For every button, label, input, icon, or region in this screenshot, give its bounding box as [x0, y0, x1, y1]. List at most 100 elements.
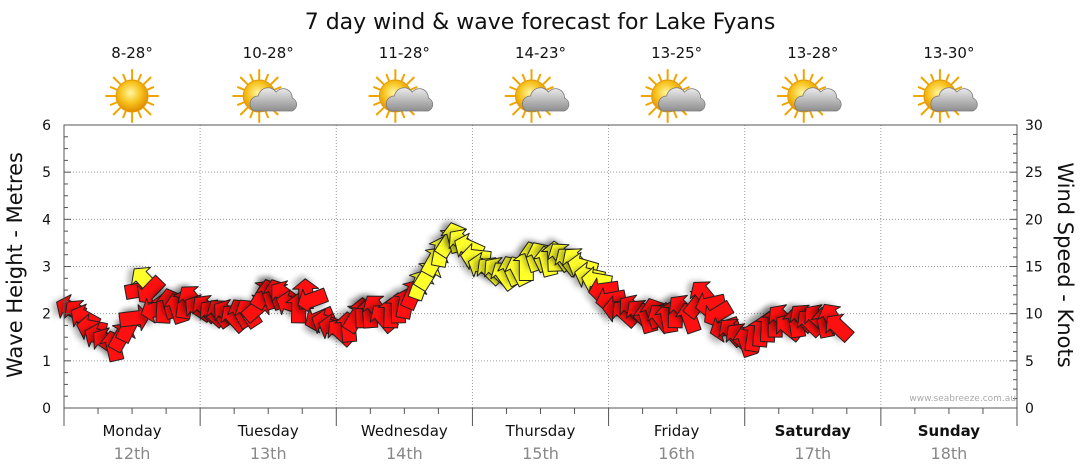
sun-ray — [249, 73, 254, 82]
sun-ray — [122, 110, 127, 119]
sun-ray — [546, 86, 554, 91]
sun-disc — [115, 79, 149, 113]
cloud — [794, 87, 842, 112]
sun-ray — [400, 110, 406, 119]
sun-ray — [673, 73, 678, 82]
cloud — [521, 87, 570, 112]
y-tick-label-left: 3 — [42, 260, 51, 276]
sun-ray — [809, 73, 814, 82]
day-label: Wednesday — [361, 422, 448, 440]
sun-ray — [645, 101, 653, 106]
sun-ray — [917, 86, 926, 91]
y-tick-label-left: 6 — [42, 118, 51, 134]
y-tick-label-right: 15 — [1025, 260, 1043, 276]
sun-ray — [537, 110, 542, 119]
sun-ray — [814, 76, 824, 85]
sun-ray — [542, 76, 551, 85]
sun-ray — [406, 76, 415, 85]
axes: 0 1 2 3 4 5 6 0 5 10 15 20 25 30 — [42, 118, 1043, 426]
day-label: Thursday — [505, 422, 576, 440]
sun-ray — [143, 76, 152, 85]
sun-ray — [521, 110, 526, 119]
cloud-shape — [249, 87, 298, 112]
date-label: 17th — [794, 444, 831, 463]
sun-ray — [143, 107, 152, 116]
sun-ray — [410, 86, 418, 91]
partly-cloudy-icon — [504, 69, 570, 123]
cloud-shape — [658, 87, 706, 112]
sun-ray — [239, 107, 249, 116]
partly-cloudy-icon — [640, 69, 706, 123]
sun-ray — [109, 101, 118, 106]
temp-range: 8-28° — [111, 44, 153, 62]
sun-ray — [264, 73, 270, 82]
sun-ray — [112, 107, 122, 116]
wind-arrow-shape — [297, 287, 329, 315]
sun-ray — [818, 86, 827, 91]
sun-ray — [373, 86, 381, 91]
temp-range: 14-23° — [515, 44, 566, 62]
sun-ray — [400, 73, 406, 82]
partly-cloudy-icon — [776, 69, 842, 123]
sun-ray — [512, 107, 521, 116]
date-label: 18th — [931, 444, 968, 463]
sun-icon — [105, 69, 160, 123]
sun-ray — [264, 110, 270, 119]
temp-range: 13-25° — [651, 44, 702, 62]
y-axis-left-title: Wave Height - Metres — [3, 152, 27, 378]
day-labels: Monday 12th Tuesday 13th Wednesday 14th Thursd… — [102, 422, 980, 463]
sun-ray — [270, 76, 279, 85]
chart-title: 7 day wind & wave forecast for Lake Fyan… — [305, 10, 776, 35]
sun-ray — [509, 101, 517, 106]
date-label: 14th — [386, 444, 423, 463]
sun-ray — [781, 86, 790, 91]
sun-rays — [105, 69, 160, 123]
sun-ray — [784, 107, 793, 116]
y-tick-label-right: 20 — [1025, 212, 1043, 228]
cloud — [658, 87, 706, 112]
wind-arrow-shape — [825, 313, 855, 343]
partly-cloudy-icon — [368, 69, 434, 123]
cloud-shape — [794, 87, 842, 112]
sun-ray — [917, 101, 926, 106]
y-tick-label-right: 5 — [1025, 354, 1034, 370]
sun-ray — [657, 110, 663, 119]
sun-ray — [784, 76, 793, 85]
sun-ray — [236, 86, 245, 91]
sun-ray — [236, 101, 245, 106]
partly-cloudy-icon — [232, 69, 298, 123]
sun-ray — [673, 110, 678, 119]
sun-ray — [945, 73, 950, 82]
y-tick-label-left: 5 — [42, 165, 51, 181]
sun-ray — [537, 73, 542, 82]
sun-ray — [648, 76, 657, 85]
date-label: 16th — [658, 444, 695, 463]
sun-ray — [954, 86, 963, 91]
sun-ray — [930, 73, 935, 82]
sun-ray — [521, 73, 526, 82]
sun-ray — [512, 76, 521, 85]
cloud-shape — [930, 87, 978, 112]
sun-ray — [648, 107, 657, 116]
day-label: Saturday — [775, 422, 852, 440]
temp-range: 11-28° — [379, 44, 430, 62]
cloud — [249, 87, 298, 112]
sun-ray — [920, 76, 929, 85]
sun-ray — [375, 76, 385, 85]
wind-arrows — [51, 219, 855, 363]
y-tick-label-right: 10 — [1025, 307, 1043, 323]
wind-arrow — [295, 287, 329, 318]
y-tick-label-right: 30 — [1025, 118, 1043, 134]
sun-ray — [682, 86, 690, 91]
day-label: Sunday — [918, 422, 981, 440]
sun-ray — [249, 110, 254, 119]
y-axis-right-title: Wind Speed - Knots — [1053, 162, 1077, 367]
sun-ray — [385, 110, 390, 119]
cloud-shape — [521, 87, 570, 112]
temp-range: 13-28° — [787, 44, 838, 62]
temp-range: 10-28° — [243, 44, 294, 62]
sun-ray — [239, 76, 249, 85]
sun-ray — [373, 101, 381, 106]
sun-ray — [645, 86, 653, 91]
